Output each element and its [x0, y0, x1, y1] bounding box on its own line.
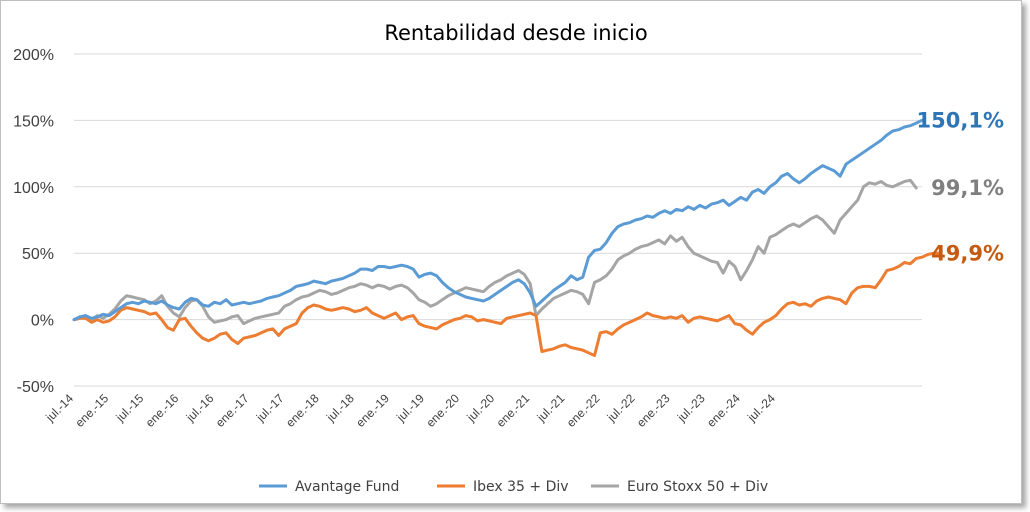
y-tick-label: 150%	[13, 113, 54, 130]
y-tick-label: 100%	[13, 180, 54, 197]
gridlines	[74, 53, 922, 387]
x-tick-label: jul.-22	[604, 391, 638, 425]
x-tick-label: jul.-23	[674, 391, 708, 425]
x-tick-label: jul.-21	[534, 391, 568, 425]
x-tick-label: ene.-19	[353, 391, 392, 430]
x-tick-label: ene.-17	[213, 391, 252, 430]
x-tick-label: ene.-23	[634, 391, 673, 430]
x-tick-label: jul.-15	[113, 391, 147, 425]
chart-frame: Rentabilidad desde inicio -50% 0% 50% 100% 1…	[0, 0, 1022, 504]
x-tick-label: jul.-24	[744, 391, 778, 425]
x-tick-label: ene.-18	[283, 391, 322, 430]
series-line-1	[72, 251, 941, 357]
end-label-2: 99,1%	[931, 176, 1004, 200]
x-tick-label: ene.-15	[73, 391, 112, 430]
x-tick-label: jul.-14	[42, 391, 76, 425]
legend-label: Ibex 35 + Div	[473, 479, 569, 495]
series-lines	[72, 118, 941, 357]
y-tick-label: 50%	[22, 246, 54, 263]
x-tick-label: ene.-24	[704, 391, 743, 430]
y-tick-label: -50%	[17, 379, 54, 396]
x-tick-label: ene.-20	[423, 391, 462, 430]
y-axis-ticks: -50% 0% 50% 100% 150% 200%	[13, 47, 54, 396]
x-tick-label: jul.-19	[393, 391, 427, 425]
x-tick-label: jul.-16	[183, 391, 217, 425]
series-line-2	[72, 178, 918, 326]
x-tick-label: ene.-22	[564, 391, 603, 430]
x-tick-label: jul.-18	[323, 391, 357, 425]
x-tick-label: ene.-21	[494, 391, 533, 430]
end-label-0: 150,1%	[917, 108, 1004, 132]
legend-label: Euro Stoxx 50 + Div	[627, 479, 768, 495]
end-label-1: 49,9%	[931, 241, 1004, 265]
y-tick-label: 0%	[31, 313, 54, 330]
x-tick-label: jul.-17	[253, 391, 287, 425]
y-tick-label: 200%	[13, 47, 54, 64]
x-tick-label: ene.-16	[143, 391, 182, 430]
x-tick-label: jul.-20	[463, 391, 497, 425]
legend-label: Avantage Fund	[295, 479, 399, 495]
end-labels: 150,1% 49,9% 99,1%	[917, 108, 1004, 265]
legend: Avantage Fund Ibex 35 + Div Euro Stoxx 50 …	[259, 479, 768, 495]
chart-title: Rentabilidad desde inicio	[384, 21, 647, 45]
series-line-0	[72, 118, 924, 322]
line-chart: Rentabilidad desde inicio -50% 0% 50% 100% 1…	[13, 21, 1004, 495]
